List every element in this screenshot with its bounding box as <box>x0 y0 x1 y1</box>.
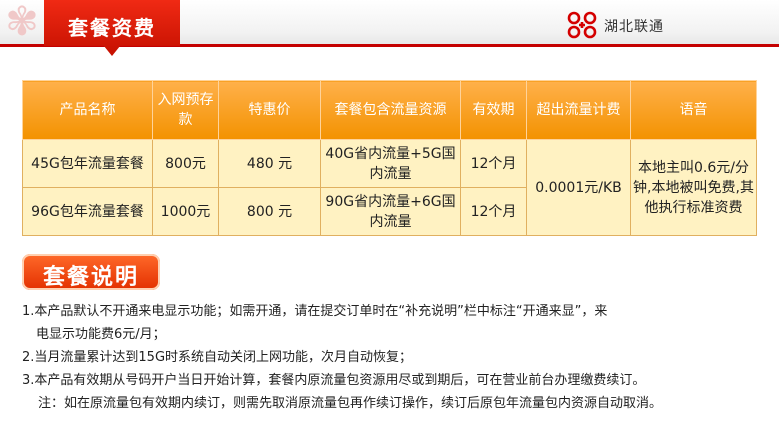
page-title: 套餐资费 <box>68 16 156 40</box>
col-header-deposit: 入网预存款 <box>152 80 219 140</box>
col-header-product: 产品名称 <box>22 80 153 140</box>
cell-product: 45G包年流量套餐 <box>22 139 153 188</box>
cell-voice: 本地主叫0.6元/分钟,本地被叫免费,其他执行标准资费 <box>630 139 757 236</box>
cell-product: 96G包年流量套餐 <box>22 187 153 236</box>
table-header-row: 产品名称 入网预存款 特惠价 套餐包含流量资源 有效期 超出流量计费 语音 <box>22 80 757 140</box>
cell-price: 800 元 <box>218 187 321 236</box>
china-unicom-logo-icon <box>567 11 597 39</box>
col-header-validity: 有效期 <box>460 80 527 140</box>
cell-price: 480 元 <box>218 139 321 188</box>
cell-validity: 12个月 <box>460 187 527 236</box>
note-remark: 注：如在原流量包有效期内续订，则需先取消原流量包再作续订操作，续订后原包年流量包… <box>38 396 663 411</box>
brand-name: 湖北联通 <box>604 19 664 35</box>
col-header-traffic: 套餐包含流量资源 <box>320 80 461 140</box>
cell-overage: 0.0001元/KB <box>526 139 631 236</box>
cell-traffic: 40G省内流量+5G国内流量 <box>320 139 461 188</box>
note-2: 2.当月流量累计达到15G时系统自动关闭上网功能，次月自动恢复； <box>22 350 413 365</box>
cell-traffic: 90G省内流量+6G国内流量 <box>320 187 461 236</box>
col-header-overage: 超出流量计费 <box>526 80 631 140</box>
note-3: 3.本产品有效期从号码开户当日开始计算，套餐内原流量包资源用尽或到期后，可在营业… <box>22 373 646 388</box>
notes-list: 1.本产品默认不开通来电显示功能；如需开通，请在提交订单时在“补充说明”栏中标注… <box>22 300 772 415</box>
note-1-continued: 电显示功能费6元/月； <box>36 327 166 342</box>
col-header-price: 特惠价 <box>218 80 321 140</box>
cell-deposit: 800元 <box>152 139 219 188</box>
section-badge <box>22 254 160 290</box>
table-row: 45G包年流量套餐 800元 480 元 40G省内流量+5G国内流量 12个月… <box>22 139 757 236</box>
col-header-voice: 语音 <box>630 80 757 140</box>
header-divider <box>0 44 779 47</box>
knot-pattern-icon: ✾ <box>5 0 39 45</box>
cell-deposit: 1000元 <box>152 187 219 236</box>
note-1: 1.本产品默认不开通来电显示功能；如需开通，请在提交订单时在“补充说明”栏中标注… <box>22 304 608 319</box>
package-table: 产品名称 入网预存款 特惠价 套餐包含流量资源 有效期 超出流量计费 语音 45… <box>22 80 757 236</box>
cell-validity: 12个月 <box>460 139 527 188</box>
table-row: 96G包年流量套餐 1000元 800 元 90G省内流量+6G国内流量 12个… <box>22 187 757 236</box>
section-title: 套餐说明 <box>42 265 139 290</box>
